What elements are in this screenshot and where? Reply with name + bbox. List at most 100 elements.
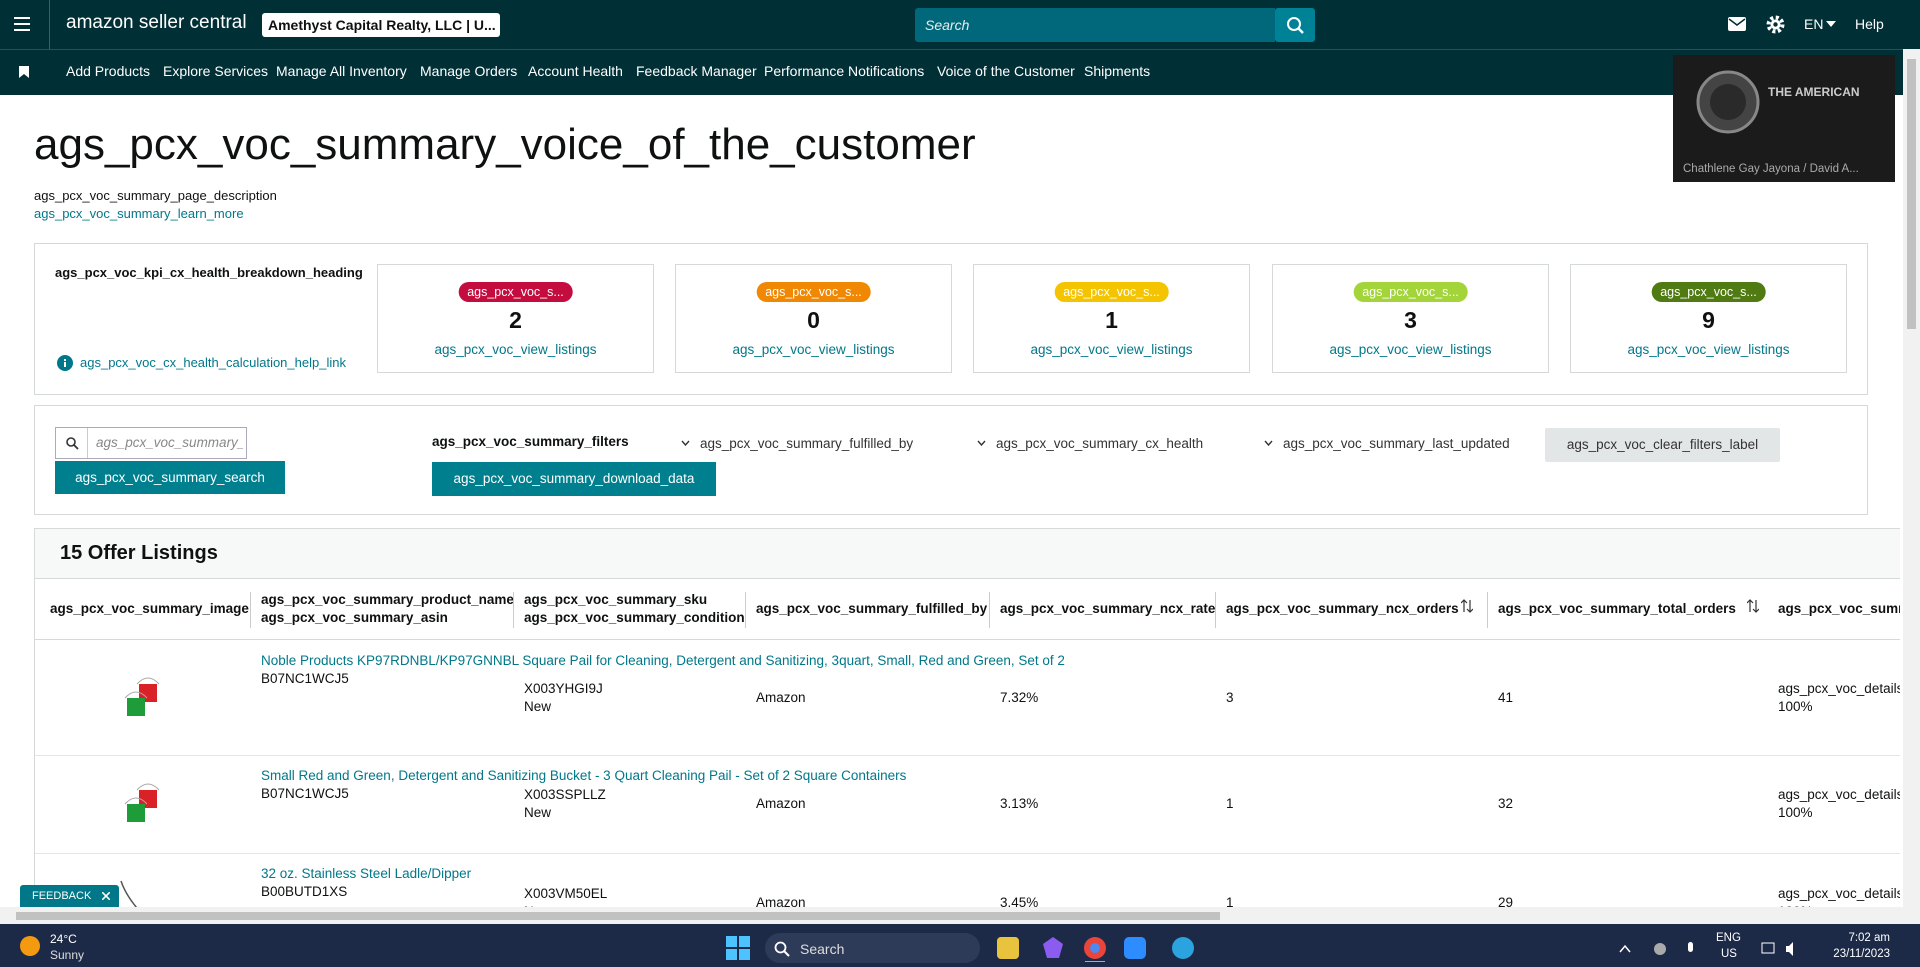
account-switcher[interactable]: Amethyst Capital Realty, LLC | U... <box>262 13 500 37</box>
nav-item[interactable]: Account Health <box>528 63 623 79</box>
nav-item[interactable]: Performance Notifications <box>764 63 925 79</box>
nav-item[interactable]: Manage Orders <box>420 63 518 79</box>
filter-panel <box>34 405 1868 515</box>
windows-icon[interactable] <box>726 936 750 960</box>
column-header: ags_pcx_voc_summary_sku <box>524 592 708 607</box>
mail-icon[interactable] <box>1728 17 1746 31</box>
total-orders: 29 <box>1498 895 1514 907</box>
product-cell: 32 oz. Stainless Steel Ladle/Dipper B00BU… <box>261 865 493 901</box>
chevron <box>681 440 690 446</box>
details-link[interactable]: ags_pcx_voc_details_ <box>1778 680 1900 696</box>
kpi-card: ags_pcx_voc_s... 3 ags_pcx_voc_view_listin… <box>1272 264 1549 373</box>
asin: B07NC1WCJ5 <box>261 786 349 801</box>
column-header: ags_pcx_voc_summary_total_orders <box>1498 601 1736 616</box>
kpi-panel <box>34 243 1868 395</box>
taskbar-search[interactable] <box>765 933 980 963</box>
kpi-heading: ags_pcx_voc_kpi_cx_health_breakdown_head… <box>55 265 363 280</box>
feedback-tab[interactable]: FEEDBACK <box>20 885 120 907</box>
column-divider <box>989 592 990 628</box>
nav-item[interactable]: Feedback Manager <box>636 63 757 79</box>
filters-label: ags_pcx_voc_summary_filters <box>432 434 629 449</box>
total-orders: 41 <box>1498 689 1514 705</box>
health-badge: ags_pcx_voc_s... <box>756 282 871 302</box>
download-button[interactable]: ags_pcx_voc_summary_download_data <box>432 462 716 496</box>
help-link[interactable]: Help <box>1855 16 1884 32</box>
sku: X003VM50EL <box>524 886 608 901</box>
view-listings-link[interactable]: ags_pcx_voc_view_listings <box>1627 342 1790 357</box>
search-button[interactable]: ags_pcx_voc_summary_search <box>55 461 285 494</box>
ncx-orders: 1 <box>1226 895 1234 907</box>
language-selector[interactable]: EN <box>1804 16 1824 32</box>
filter-dropdown[interactable]: ags_pcx_voc_summary_fulfilled_by <box>700 436 914 451</box>
kpi-card: ags_pcx_voc_s... 1 ags_pcx_voc_view_listin… <box>973 264 1250 373</box>
product-image[interactable] <box>117 879 167 907</box>
h-scrollbar[interactable] <box>0 907 1903 924</box>
filter-dropdown[interactable]: ags_pcx_voc_summary_last_updated <box>1283 436 1510 451</box>
product-cell: Small Red and Green, Detergent and Sanit… <box>261 767 907 803</box>
search-button[interactable] <box>1275 8 1315 42</box>
clock-time: 7:02 am <box>1848 932 1890 944</box>
product-image[interactable] <box>117 674 167 724</box>
bookmark-icon[interactable] <box>19 66 29 78</box>
sort-icon[interactable] <box>1461 599 1473 613</box>
temperature: 24°C <box>50 932 77 946</box>
caret <box>1826 21 1836 27</box>
details-link[interactable]: ags_pcx_voc_details_ <box>1778 787 1900 802</box>
nav-item[interactable]: Add Products <box>66 63 151 79</box>
product-image[interactable] <box>117 780 167 830</box>
clear-filters-button[interactable]: ags_pcx_voc_clear_filters_label <box>1545 428 1780 462</box>
filter-dropdown[interactable]: ags_pcx_voc_summary_cx_health <box>996 436 1204 451</box>
menu-icon[interactable] <box>14 15 32 33</box>
product-name-link[interactable]: Small Red and Green, Detergent and Sanit… <box>261 768 907 783</box>
total-orders: 32 <box>1498 796 1514 811</box>
fulfilled-by: Amazon <box>756 796 806 811</box>
weather: Sunny <box>50 948 85 962</box>
divider <box>49 0 50 49</box>
clock-date: 23/11/2023 <box>1833 948 1890 960</box>
view-listings-link[interactable]: ags_pcx_voc_view_listings <box>1329 342 1492 357</box>
nav-item[interactable]: Voice of the Customer <box>937 63 1075 79</box>
help-link[interactable]: ags_pcx_voc_cx_health_calculation_help_l… <box>80 355 346 370</box>
product-name-link[interactable]: Noble Products KP97RDNBL/KP97GNNBL Squar… <box>261 653 1065 668</box>
product-name-link[interactable]: 32 oz. Stainless Steel Ladle/Dipper <box>261 866 472 881</box>
ncx-orders: 3 <box>1226 689 1234 705</box>
video-logo <box>1696 70 1760 134</box>
listings-table: 15 Offer Listings ags_pcx_voc_summary_im… <box>34 528 1900 907</box>
kpi-card: ags_pcx_voc_s... 2 ags_pcx_voc_view_listin… <box>377 264 654 373</box>
column-divider <box>250 592 251 628</box>
column-header: ags_pcx_voc_summary_image <box>50 601 249 616</box>
nav-item[interactable]: Manage All Inventory <box>276 63 407 79</box>
taskbar-apps[interactable] <box>995 934 1195 962</box>
view-listings-link[interactable]: ags_pcx_voc_view_listings <box>1030 342 1193 357</box>
close-icon[interactable] <box>102 892 111 900</box>
details-link[interactable]: ags_pcx_voc_details_ <box>1778 886 1900 901</box>
nav-bar <box>0 49 1920 95</box>
settings-icon[interactable] <box>1766 15 1785 34</box>
page-description: ags_pcx_voc_summary_page_description <box>34 188 277 203</box>
v-scrollbar[interactable] <box>1903 49 1920 924</box>
view-listings-link[interactable]: ags_pcx_voc_view_listings <box>434 342 597 357</box>
video-caption: Chathlene Gay Jayona / David A... <box>1683 163 1859 175</box>
kpi-card: ags_pcx_voc_s... 9 ags_pcx_voc_view_listin… <box>1570 264 1847 373</box>
listing-count: 1 <box>1105 307 1118 333</box>
search-field[interactable]: ags_pcx_voc_summary_ <box>55 427 247 459</box>
view-listings-link[interactable]: ags_pcx_voc_view_listings <box>732 342 895 357</box>
header-divider <box>35 639 1900 640</box>
details-percent: 100% <box>1778 903 1813 907</box>
column-header: ags_pcx_voc_summary_product_name <box>261 592 514 607</box>
brand-logo[interactable]: amazon seller central <box>66 12 247 33</box>
learn-more-link[interactable]: ags_pcx_voc_summary_learn_more <box>34 206 244 221</box>
sort-icon[interactable] <box>1747 599 1759 613</box>
nav-item[interactable]: Explore Services <box>163 63 269 79</box>
sku: X003YHGI9J <box>524 680 603 696</box>
video-overlay[interactable]: THE AMERICAN Chathlene Gay Jayona / Davi… <box>1673 55 1895 182</box>
h-scroll-thumb[interactable] <box>16 912 1220 920</box>
tray-icons[interactable] <box>1618 940 1818 958</box>
health-badge: ags_pcx_voc_s... <box>458 282 573 302</box>
nav-item[interactable]: Shipments <box>1084 63 1151 79</box>
column-divider <box>745 592 746 628</box>
search-input[interactable]: Search <box>915 8 1275 42</box>
details-percent: 100% <box>1778 805 1813 820</box>
v-scroll-thumb[interactable] <box>1907 59 1916 329</box>
